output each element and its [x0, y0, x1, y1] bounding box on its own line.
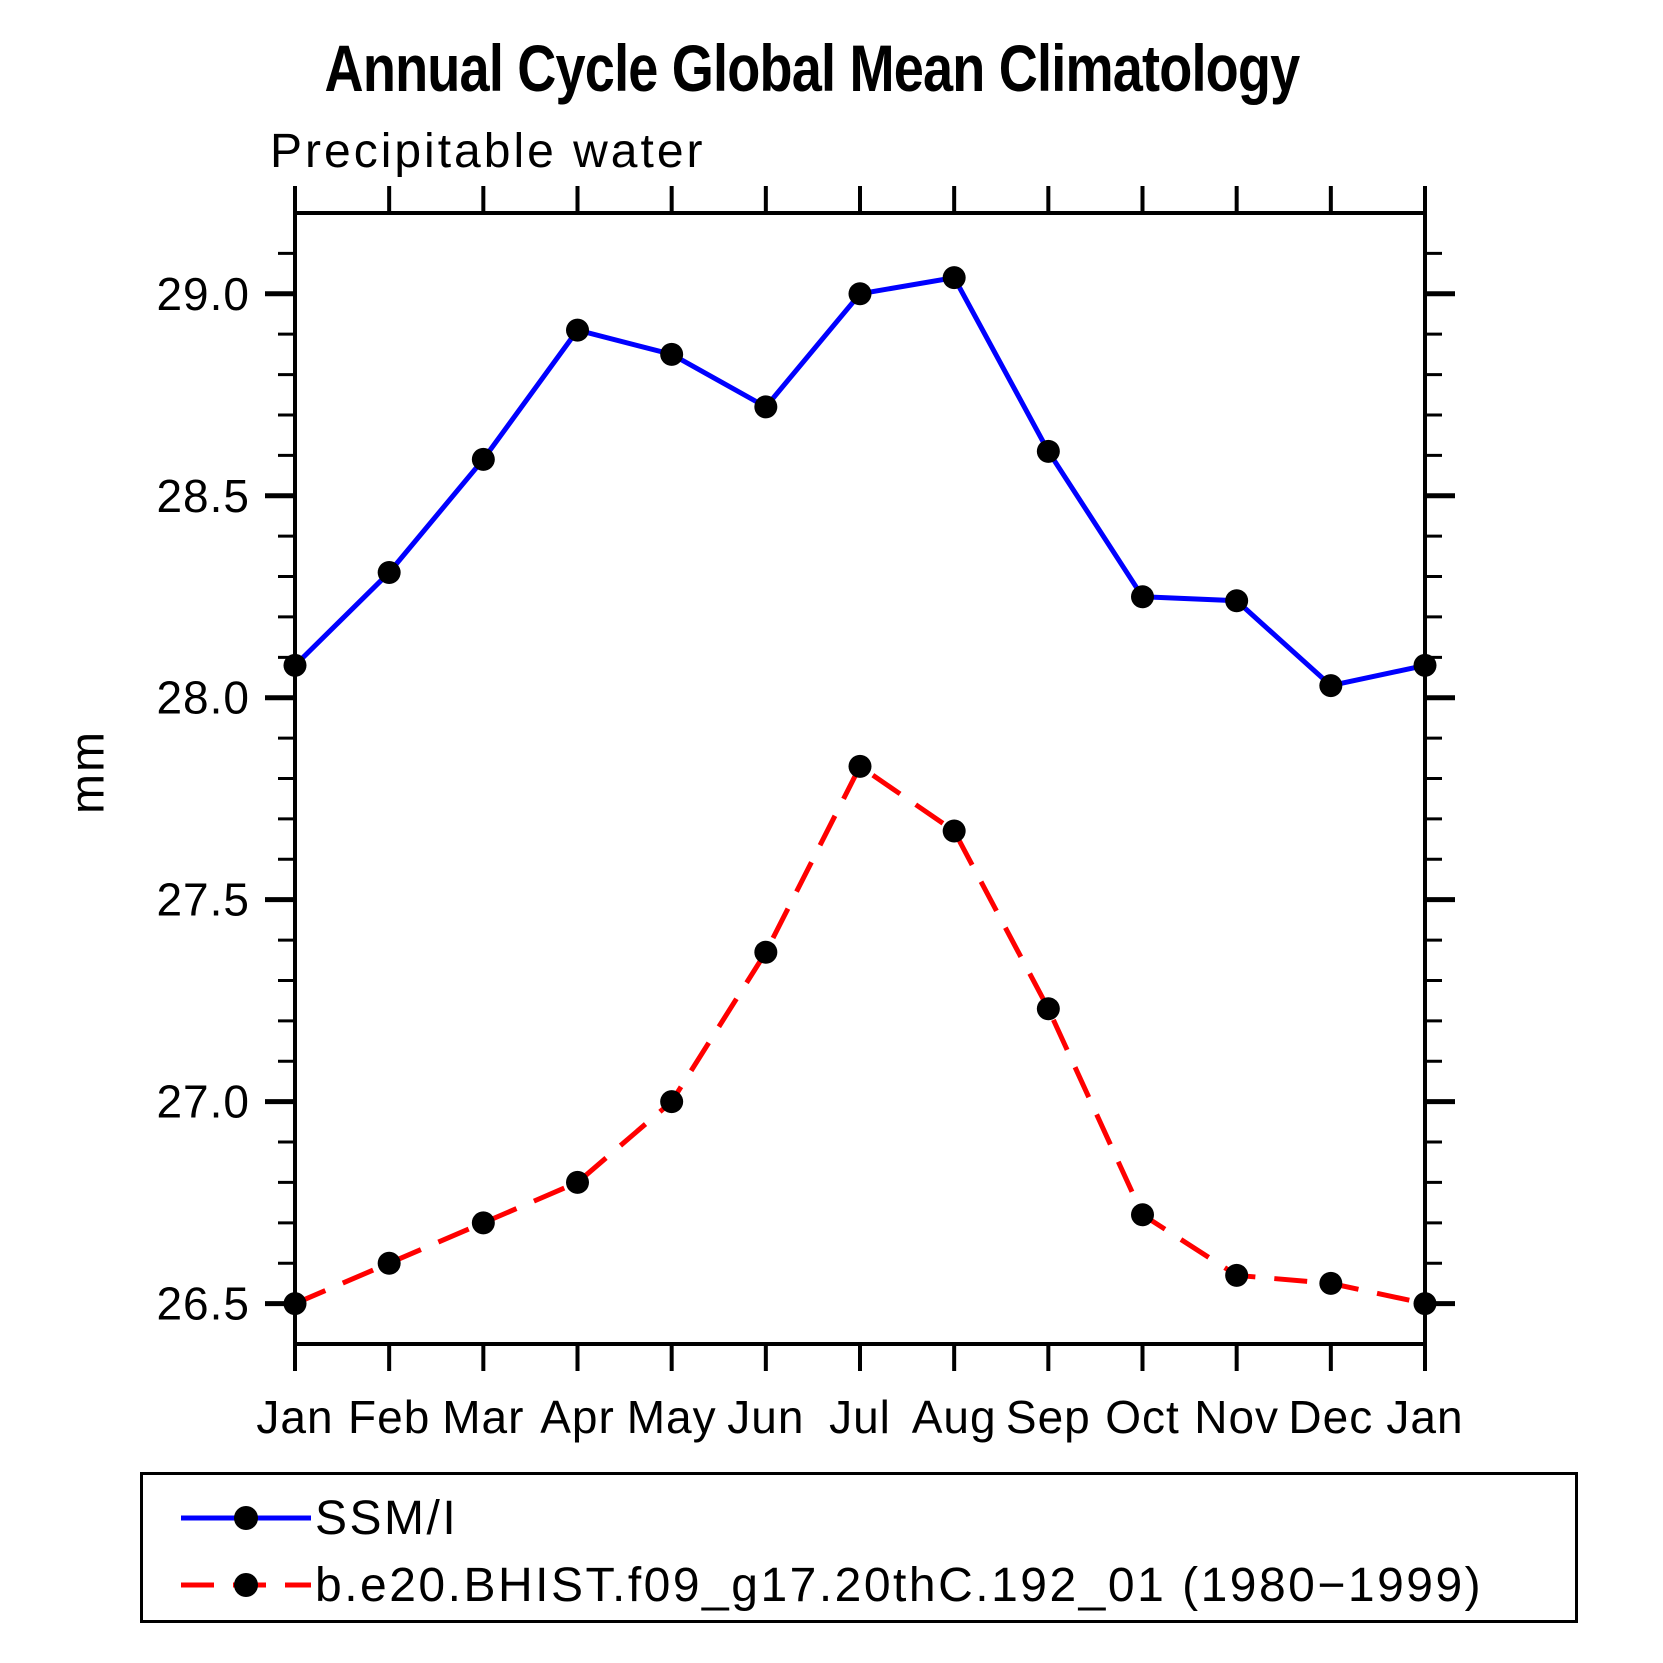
data-point-marker [566, 318, 589, 342]
y-tick-label: 26.5 [156, 1278, 250, 1330]
x-tick-label: Jul [829, 1391, 891, 1443]
data-point-marker [1413, 1292, 1437, 1316]
legend-item-ssmi: SSM/I [179, 1492, 458, 1545]
data-point-marker [377, 1251, 401, 1275]
data-point-marker [1319, 1271, 1343, 1295]
x-tick-label: Jan [1386, 1391, 1463, 1443]
x-tick-label: Jun [727, 1391, 804, 1443]
data-point-marker [377, 560, 401, 584]
data-point-marker [1131, 585, 1154, 609]
x-tick-label: Dec [1288, 1391, 1373, 1443]
series-line-model [294, 762, 1426, 1307]
legend-line-solid [181, 1506, 311, 1530]
series-line-ssmi [293, 274, 1426, 689]
data-point-marker [848, 754, 872, 778]
y-tick-label: 29.0 [156, 268, 250, 320]
x-tick-label: Sep [1006, 1391, 1091, 1443]
x-tick-label: Nov [1194, 1391, 1279, 1443]
x-tick-label: May [627, 1391, 717, 1443]
data-point-marker [566, 1170, 589, 1194]
data-point-marker [1413, 653, 1437, 677]
data-point-marker [283, 653, 307, 677]
x-tick-label: Oct [1105, 1391, 1180, 1443]
data-point-marker [660, 342, 684, 366]
data-point-marker [1036, 997, 1060, 1021]
data-point-marker [754, 940, 778, 964]
plot-frame [293, 211, 1427, 1346]
data-point-marker [942, 266, 966, 290]
y-tick-label: 28.5 [156, 470, 250, 522]
y-tick-label: 28.0 [156, 672, 250, 724]
data-point-marker [1225, 1263, 1249, 1287]
x-tick-label: Mar [442, 1391, 524, 1443]
data-point-marker [660, 1090, 684, 1114]
data-point-marker [942, 819, 966, 843]
x-tick-label: Apr [540, 1391, 615, 1443]
data-point-marker [848, 282, 872, 306]
legend-marker-dot [234, 1506, 258, 1530]
legend-marker-dot [234, 1573, 258, 1597]
data-point-marker [1319, 674, 1343, 698]
legend: SSM/I b.e20.BHIST.f09_g17.20thC.192_01 (… [140, 1472, 1578, 1623]
legend-label-model: b.e20.BHIST.f09_g17.20thC.192_01 (1980−1… [315, 1558, 1484, 1612]
legend-item-model: b.e20.BHIST.f09_g17.20thC.192_01 (1980−1… [179, 1559, 1483, 1612]
data-point-marker [1036, 439, 1060, 463]
x-tick-label: Aug [912, 1391, 997, 1443]
data-point-marker [471, 447, 495, 471]
data-point-marker [471, 1211, 495, 1235]
data-point-marker [754, 395, 778, 419]
data-point-marker [1225, 589, 1249, 613]
chart-subtitle: Precipitable water [270, 125, 706, 178]
x-tick-label: Jan [256, 1391, 333, 1443]
legend-line-dashed [181, 1573, 311, 1597]
legend-label-ssmi: SSM/I [315, 1491, 459, 1545]
y-tick-label: 27.5 [156, 874, 250, 926]
data-point-marker [1131, 1203, 1154, 1227]
chart-title: Annual Cycle Global Mean Climatology [324, 31, 1301, 105]
data-point-marker [283, 1292, 307, 1316]
x-tick-label: Feb [348, 1391, 430, 1443]
y-tick-label: 27.0 [156, 1076, 250, 1128]
